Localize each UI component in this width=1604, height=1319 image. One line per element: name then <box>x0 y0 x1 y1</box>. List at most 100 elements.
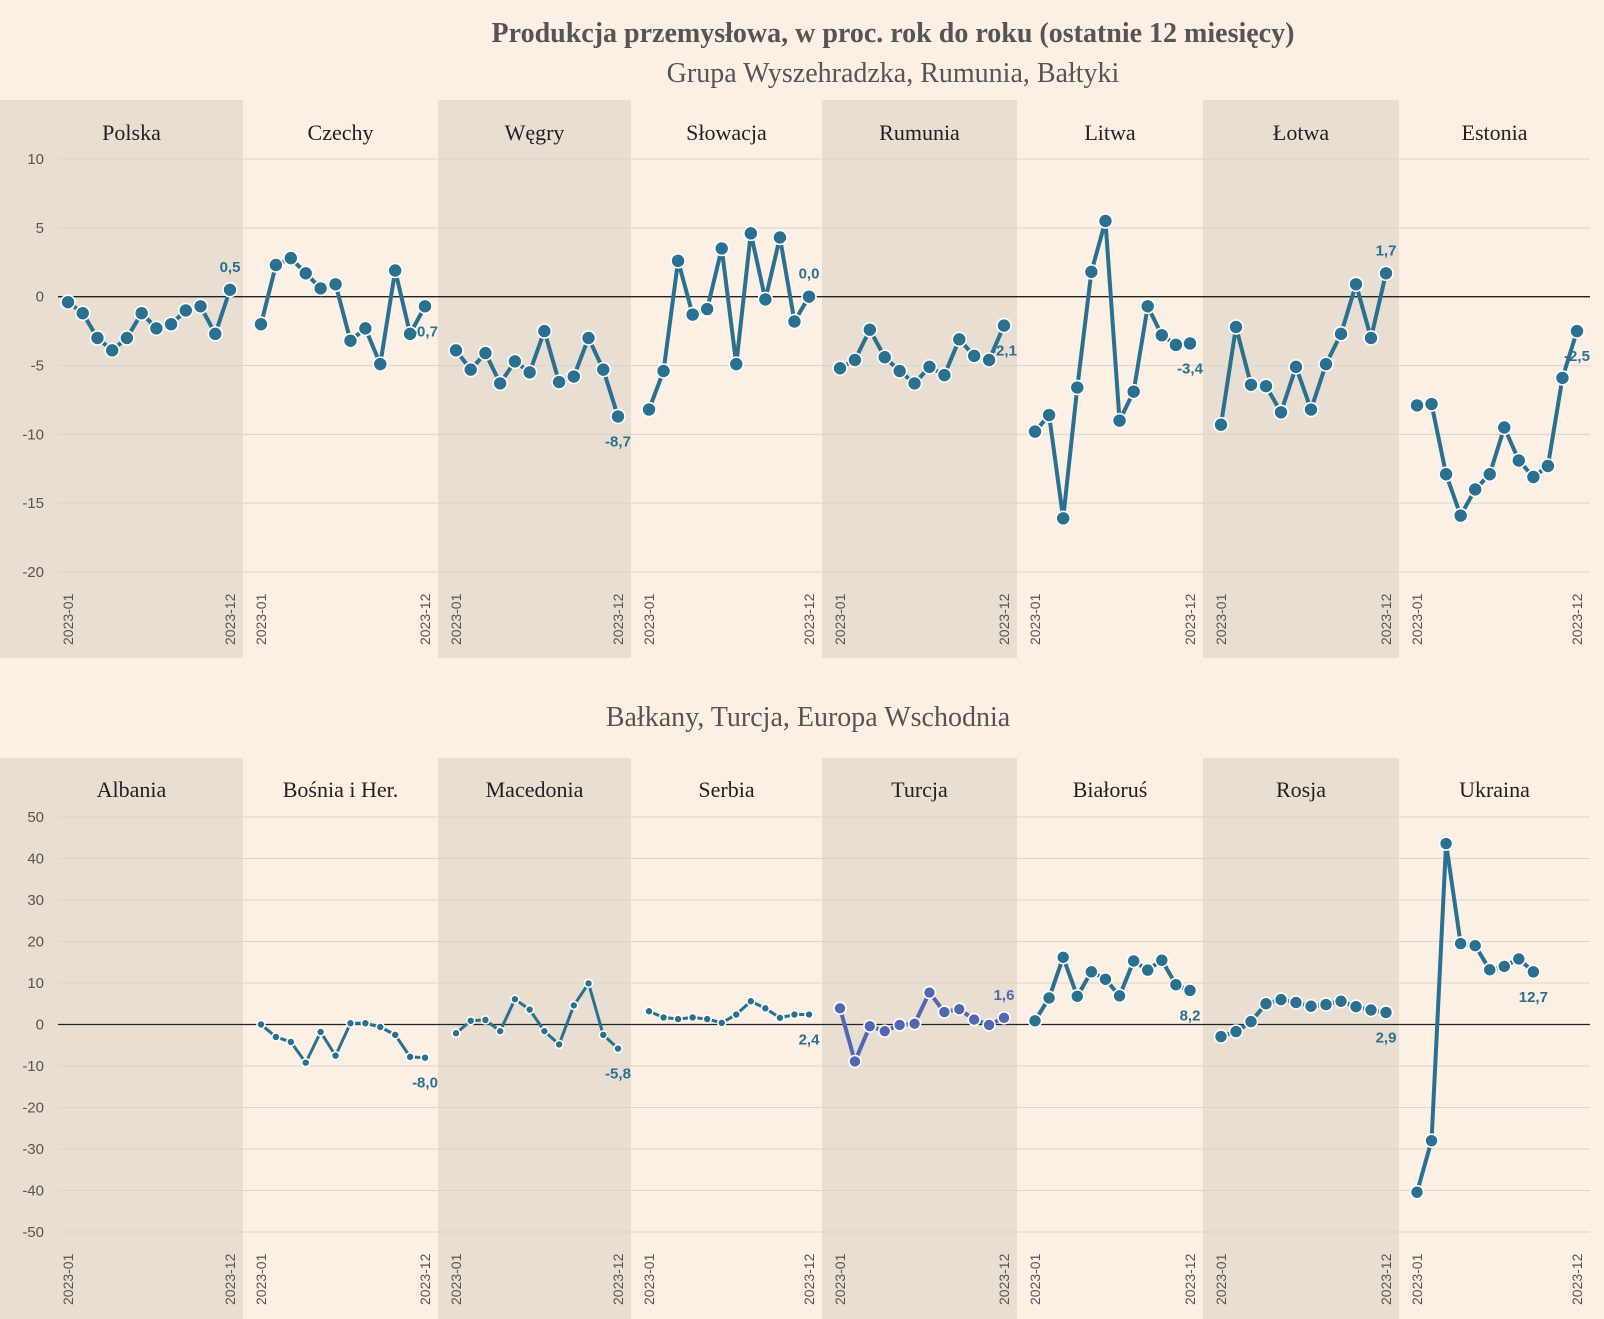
x-tick-label: 2023-01 <box>832 1253 848 1305</box>
data-point <box>178 302 194 319</box>
series-line <box>647 231 811 411</box>
data-point <box>1333 993 1349 1009</box>
series-line <box>648 999 809 1025</box>
y-tick-label: 5 <box>36 220 44 237</box>
data-point <box>1243 1014 1259 1029</box>
data-point <box>1303 998 1319 1014</box>
panel-label: Serbia <box>698 777 754 802</box>
data-point <box>465 1015 476 1026</box>
data-point <box>997 1011 1011 1025</box>
data-point <box>60 294 76 310</box>
data-point <box>521 364 538 381</box>
data-label: -5,8 <box>605 1066 631 1083</box>
y-tick-label: 40 <box>27 851 44 868</box>
data-point <box>462 361 479 378</box>
series-line <box>1219 272 1388 426</box>
data-point <box>163 316 179 333</box>
data-point <box>1496 959 1512 974</box>
data-point <box>1525 469 1542 485</box>
panel-shade-band <box>1203 758 1399 1319</box>
data-point <box>1243 376 1259 393</box>
y-tick-label: 50 <box>27 809 44 826</box>
panel-label: Albania <box>97 777 167 802</box>
data-point <box>1168 977 1184 992</box>
y-tick-label: 0 <box>36 289 44 306</box>
data-point <box>1098 971 1113 987</box>
data-point <box>222 281 238 298</box>
data-point <box>952 1002 967 1016</box>
data-point <box>286 1037 296 1047</box>
data-point <box>1409 397 1425 414</box>
data-label: -2,5 <box>1564 348 1590 365</box>
data-point <box>862 321 878 338</box>
data-point <box>1154 952 1170 968</box>
data-point <box>1069 988 1085 1004</box>
data-point <box>876 349 893 366</box>
data-point <box>775 1013 785 1023</box>
data-point <box>832 360 848 377</box>
y-tick-label: -5 <box>31 358 44 375</box>
data-label: 0,0 <box>799 266 820 283</box>
series-line <box>1033 218 1191 521</box>
data-point <box>495 1026 505 1036</box>
data-point <box>451 1028 461 1039</box>
data-point <box>566 368 582 385</box>
data-point <box>804 1009 814 1020</box>
y-tick-label: -20 <box>22 1100 44 1117</box>
y-tick-label: 10 <box>27 975 44 992</box>
x-tick-label: 2023-01 <box>1409 593 1425 645</box>
x-tick-label: 2023-01 <box>1027 1253 1043 1305</box>
data-point <box>539 1026 550 1036</box>
data-label: 1,7 <box>1376 242 1397 259</box>
data-point <box>1055 510 1071 527</box>
panel-label: Bośnia i Her. <box>283 777 399 802</box>
data-point <box>655 363 672 379</box>
data-label: -0,7 <box>412 323 438 340</box>
y-tick-label: 30 <box>27 892 44 909</box>
data-point <box>1348 999 1364 1014</box>
data-point <box>1288 359 1304 375</box>
data-point <box>906 375 923 392</box>
data-point <box>1069 379 1086 396</box>
y-tick-label: -10 <box>22 426 44 443</box>
data-point <box>1288 995 1304 1010</box>
data-point <box>1273 992 1289 1007</box>
panel-shade-band <box>438 758 631 1319</box>
data-point <box>327 276 344 293</box>
data-point <box>1348 276 1364 293</box>
y-tick-label: -40 <box>22 1183 44 1200</box>
chart-title: Produkcja przemysłowa, w proc. rok do ro… <box>492 18 1295 49</box>
data-point <box>1511 452 1527 469</box>
x-tick-label: 2023-01 <box>60 1253 76 1305</box>
data-point <box>375 1022 386 1032</box>
y-tick-label: 20 <box>27 934 44 951</box>
data-point <box>658 1012 669 1023</box>
x-tick-label: 2023-01 <box>1213 1253 1229 1305</box>
data-point <box>268 257 284 273</box>
section-title-top: Grupa Wyszehradzka, Rumunia, Bałtyki <box>667 58 1120 89</box>
panel-label: Czechy <box>308 120 374 145</box>
data-point <box>613 1043 623 1054</box>
data-point <box>480 1015 491 1025</box>
data-point <box>922 985 937 1000</box>
panel-label: Węgry <box>505 120 565 145</box>
x-tick-label: 2023-01 <box>253 593 269 645</box>
data-point <box>716 1018 727 1028</box>
panel-label: Ukraina <box>1459 777 1530 802</box>
x-tick-label: 2023-12 <box>1569 1253 1585 1305</box>
data-point <box>524 1004 535 1015</box>
data-point <box>921 359 938 375</box>
data-point <box>684 306 701 323</box>
data-point <box>1258 996 1274 1012</box>
x-tick-label: 2023-01 <box>832 593 848 645</box>
x-tick-label: 2023-12 <box>1569 593 1585 645</box>
data-point <box>848 1054 862 1069</box>
data-label: -8,0 <box>412 1075 438 1092</box>
data-label: 1,6 <box>994 987 1015 1004</box>
x-tick-label: 2023-01 <box>1213 593 1229 645</box>
x-tick-label: 2023-01 <box>641 593 657 645</box>
panel-label: Turcja <box>891 777 948 802</box>
data-point <box>1041 407 1057 423</box>
y-tick-label: -15 <box>22 495 44 512</box>
panel-shade-band <box>438 100 631 658</box>
